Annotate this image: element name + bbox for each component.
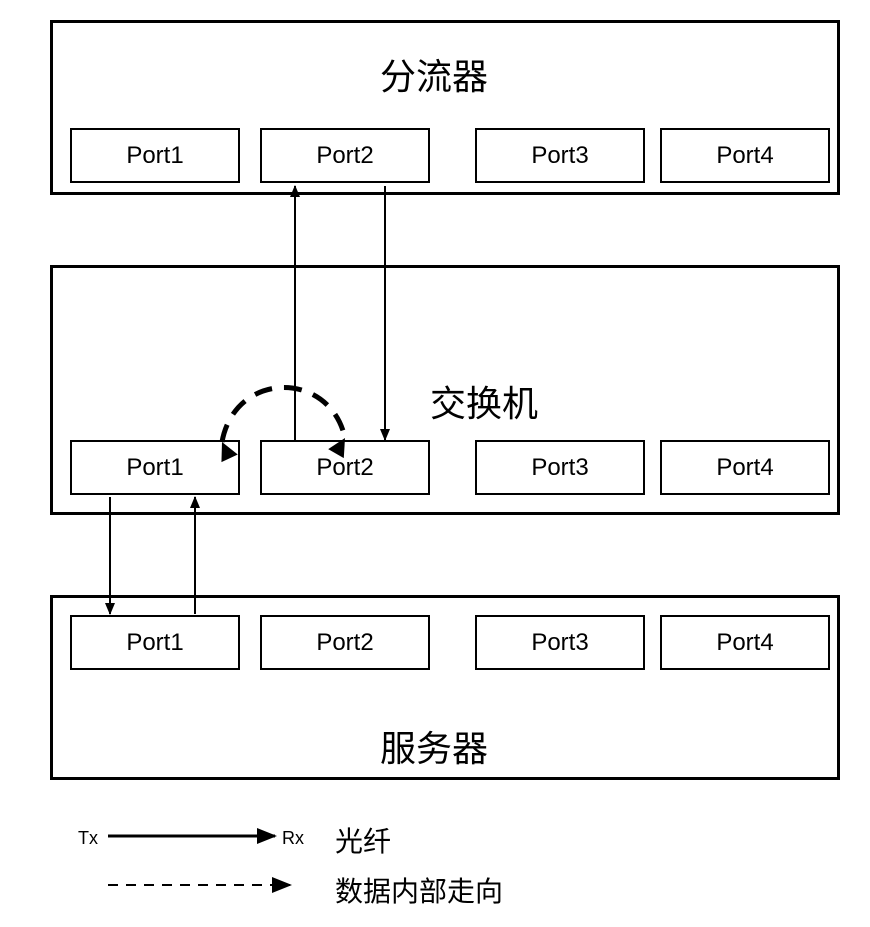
- server-port1: Port1: [70, 615, 240, 670]
- switch-port3: Port3: [475, 440, 645, 495]
- port-label: Port3: [531, 454, 588, 482]
- port-label: Port2: [316, 454, 373, 482]
- legend-tx-label: Tx: [78, 828, 98, 849]
- switch-port1: Port1: [70, 440, 240, 495]
- switch-port4: Port4: [660, 440, 830, 495]
- splitter-port1: Port1: [70, 128, 240, 183]
- server-port4: Port4: [660, 615, 830, 670]
- port-label: Port1: [126, 629, 183, 657]
- legend-rx-label: Rx: [282, 828, 304, 849]
- legend-fiber-label: 光纤: [335, 820, 391, 860]
- splitter-title: 分流器: [380, 48, 488, 100]
- port-label: Port4: [716, 454, 773, 482]
- legend-internal-label: 数据内部走向: [335, 870, 503, 910]
- port-label: Port2: [316, 629, 373, 657]
- splitter-port2: Port2: [260, 128, 430, 183]
- splitter-port3: Port3: [475, 128, 645, 183]
- switch-port2: Port2: [260, 440, 430, 495]
- splitter-port4: Port4: [660, 128, 830, 183]
- port-label: Port2: [316, 142, 373, 170]
- switch-title: 交换机: [430, 375, 538, 427]
- port-label: Port4: [716, 142, 773, 170]
- port-label: Port1: [126, 142, 183, 170]
- diagram-canvas: 分流器 Port1 Port2 Port3 Port4 交换机 Port1 Po…: [0, 0, 870, 927]
- server-port3: Port3: [475, 615, 645, 670]
- server-port2: Port2: [260, 615, 430, 670]
- port-label: Port3: [531, 142, 588, 170]
- port-label: Port4: [716, 629, 773, 657]
- server-title: 服务器: [380, 720, 488, 772]
- port-label: Port3: [531, 629, 588, 657]
- port-label: Port1: [126, 454, 183, 482]
